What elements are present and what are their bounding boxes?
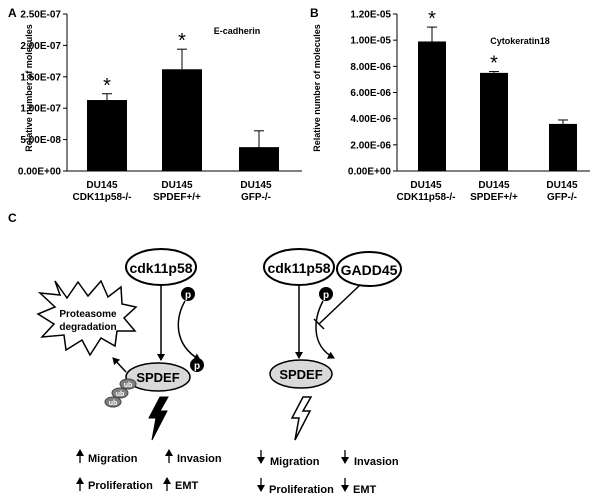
lightning-bolt-icon bbox=[148, 396, 169, 441]
x-tick-label: DU145 bbox=[161, 180, 193, 191]
ubiquitin-label: ub bbox=[116, 391, 125, 398]
effect-migration: Migration bbox=[270, 456, 320, 468]
bar bbox=[162, 69, 202, 171]
significance-marker: * bbox=[428, 8, 436, 30]
inhibition-line bbox=[318, 284, 361, 325]
x-tick-label: SPDEF+/+ bbox=[470, 192, 518, 203]
y-tick-label: 4.00E-06 bbox=[350, 114, 391, 125]
phospho-transfer-arrow bbox=[177, 300, 201, 361]
significance-marker: * bbox=[178, 30, 186, 52]
spdef-label: SPDEF bbox=[136, 370, 179, 385]
effect-emt: EMT bbox=[175, 480, 199, 492]
lightning-bolt-icon bbox=[290, 396, 313, 441]
ubiquitin-label: ub bbox=[124, 382, 133, 389]
phospho-label: p bbox=[323, 290, 329, 301]
y-tick-label: 8.00E-06 bbox=[350, 62, 391, 73]
y-tick-label: 1.50E-07 bbox=[20, 72, 61, 83]
y-axis-label: Relative number of molecules bbox=[24, 24, 34, 152]
phospho-transfer-arrow bbox=[315, 300, 335, 359]
proteasome-burst bbox=[36, 279, 138, 357]
gadd45-node bbox=[336, 251, 402, 287]
effect-proliferation: Proliferation bbox=[88, 480, 153, 492]
phospho-node bbox=[190, 358, 204, 372]
degradation-arrow bbox=[112, 357, 127, 373]
bar bbox=[418, 41, 446, 171]
phospho-label: p bbox=[194, 361, 200, 372]
effect-invasion: Invasion bbox=[354, 456, 399, 468]
y-tick-label: 1.00E-05 bbox=[350, 36, 391, 47]
ubiquitin-node bbox=[111, 387, 129, 399]
x-tick-label: CDK11p58-/- bbox=[73, 192, 132, 203]
significance-marker: * bbox=[490, 53, 498, 75]
x-tick-label: GFP-/- bbox=[241, 192, 271, 203]
x-tick-label: GFP-/- bbox=[547, 192, 577, 203]
x-tick-label: DU145 bbox=[86, 180, 118, 191]
phospho-node bbox=[319, 287, 333, 301]
chart-e-cadherin: E-cadherin Relative number of molecules … bbox=[18, 10, 302, 203]
significance-marker: * bbox=[103, 75, 111, 97]
y-tick-label: 1.00E-07 bbox=[20, 104, 61, 115]
chart-title: E-cadherin bbox=[214, 26, 261, 36]
bar bbox=[549, 123, 577, 171]
y-tick-label: 2.00E-06 bbox=[350, 140, 391, 151]
ubiquitin-label: ub bbox=[109, 400, 118, 407]
cdk11p58-label: cdk11p58 bbox=[129, 260, 192, 276]
panel-label-a: A bbox=[8, 6, 17, 20]
spdef-label: SPDEF bbox=[279, 367, 322, 382]
proteasome-label: Proteasome bbox=[59, 309, 117, 320]
panel-label-b: B bbox=[310, 6, 319, 20]
chart-title: Cytokeratin18 bbox=[490, 36, 550, 46]
spdef-node bbox=[269, 359, 333, 389]
effect-migration: Migration bbox=[88, 453, 138, 465]
effect-emt: EMT bbox=[353, 484, 377, 496]
effect-proliferation: Proliferation bbox=[269, 484, 334, 496]
x-tick-label: CDK11p58-/- bbox=[397, 192, 456, 203]
x-tick-label: DU145 bbox=[478, 180, 510, 191]
x-tick-label: DU145 bbox=[546, 180, 578, 191]
y-tick-label: 6.00E-06 bbox=[350, 88, 391, 99]
spdef-node bbox=[125, 362, 191, 392]
x-tick-label: DU145 bbox=[410, 180, 442, 191]
phospho-label: p bbox=[185, 290, 191, 301]
inhibition-bar bbox=[313, 318, 325, 330]
chart-cytokeratin18: Cytokeratin18 Relative number of molecul… bbox=[312, 8, 590, 203]
pathway-left: cdk11p58 p Proteasome degradation SPDEF … bbox=[36, 248, 222, 492]
ubiquitin-node bbox=[119, 378, 137, 390]
bar bbox=[87, 100, 127, 171]
ubiquitin-node bbox=[104, 396, 122, 408]
cdk11p58-label: cdk11p58 bbox=[267, 260, 330, 276]
y-tick-label: 2.00E-07 bbox=[20, 41, 61, 52]
x-tick-label: SPDEF+/+ bbox=[153, 192, 201, 203]
y-tick-label: 0.00E+00 bbox=[18, 167, 62, 178]
y-tick-label: 0.00E+00 bbox=[348, 167, 392, 178]
degradation-label: degradation bbox=[59, 322, 116, 333]
y-tick-label: 5.00E-08 bbox=[20, 135, 61, 146]
y-tick-label: 2.50E-07 bbox=[20, 10, 61, 21]
gadd45-label: GADD45 bbox=[341, 262, 398, 278]
y-axis-label: Relative number of molecules bbox=[312, 24, 322, 152]
phospho-node bbox=[181, 287, 195, 301]
y-tick-label: 1.20E-05 bbox=[350, 10, 391, 21]
bar bbox=[480, 72, 508, 171]
x-tick-label: DU145 bbox=[240, 180, 272, 191]
panel-label-c: C bbox=[8, 211, 17, 225]
effect-invasion: Invasion bbox=[177, 453, 222, 465]
bar bbox=[239, 147, 279, 171]
pathway-right: cdk11p58 GADD45 p SPDEF Migration Invasi… bbox=[257, 248, 402, 496]
